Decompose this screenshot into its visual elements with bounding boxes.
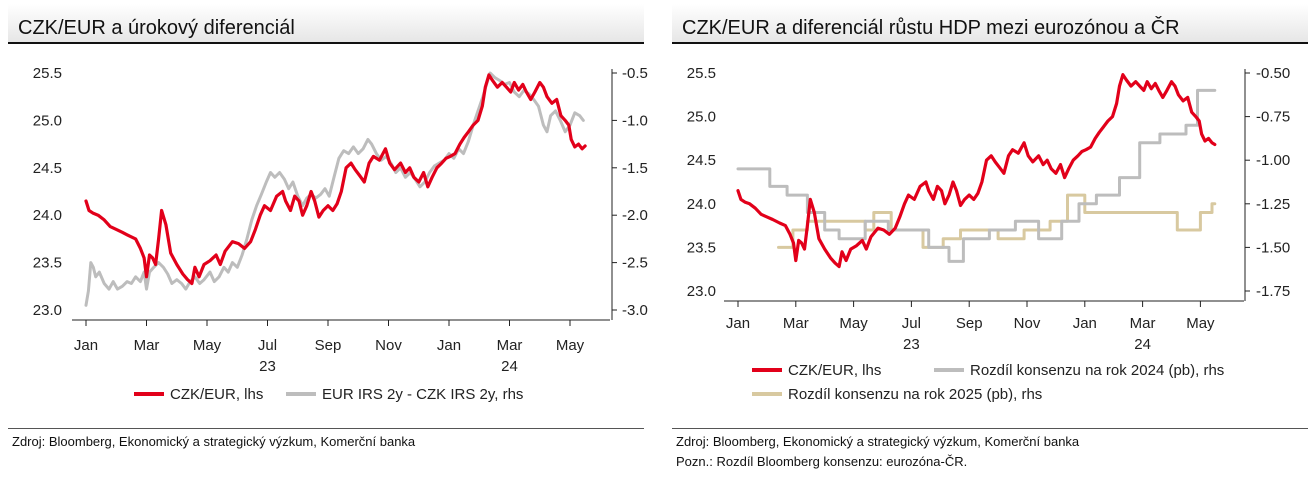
x-tick-label: May [556,337,585,354]
source-note: Zdroj: Bloomberg, Ekonomický a strategic… [12,434,416,449]
x-year-label: 24 [1134,336,1151,353]
y-right-tick-label: -1.0 [622,112,648,129]
x-year-label: 24 [501,358,518,375]
y-right-tick-label: -2.5 [622,255,648,272]
chart-title: CZK/EUR a úrokový diferenciál [18,17,295,39]
y-right-tick-label: -1.5 [622,160,648,177]
y-left-tick-label: 23.0 [687,283,716,300]
y-right-tick-label: -0.5 [622,65,648,82]
y-right-tick-label: -1.50 [1256,239,1290,256]
y-left-tick-label: 25.5 [33,65,62,82]
x-tick-label: Mar [134,337,160,354]
x-tick-label: May [1186,315,1215,332]
x-tick-label: Jan [726,315,750,332]
x-tick-label: Jan [1073,315,1097,332]
y-left-tick-label: 25.0 [33,112,62,129]
footer-divider [8,428,644,429]
y-left-tick-label: 24.0 [687,196,716,213]
chart-panel-right: CZK/EUR a diferenciál růstu HDP mezi eur… [664,0,1316,482]
line-chart: 23.0 23.5 24.0 24.5 25.0 25.5 -1.75 -1.50 -1.25 -… [687,65,1290,403]
y-left-tick-label: 24.5 [33,160,62,177]
source-note: Zdroj: Bloomberg, Ekonomický a strategic… [676,434,1080,449]
series-line [84,73,587,286]
x-tick-label: Mar [783,315,809,332]
legend-label: EUR IRS 2y - CZK IRS 2y, rhs [322,386,523,403]
footer-divider [672,428,1308,429]
series-line [84,71,585,307]
y-left-tick-label: 24.5 [687,152,716,169]
legend-label: CZK/EUR, lhs [788,362,881,379]
x-tick-label: Mar [1130,315,1156,332]
y-left-tick-label: 25.0 [687,109,716,126]
legend-label: CZK/EUR, lhs [170,386,263,403]
x-year-label: 23 [259,358,276,375]
legend-label: Rozdíl konsenzu na rok 2024 (pb), rhs [970,362,1224,379]
chart-title-bar: CZK/EUR a diferenciál růstu HDP mezi eur… [672,4,1308,44]
x-tick-label: May [193,337,222,354]
chart-footnote: Pozn.: Rozdíl Bloomberg konsenzu: eurozó… [676,454,968,469]
x-tick-label: Jan [74,337,98,354]
series-line [736,88,1217,263]
x-tick-label: Jan [437,337,461,354]
chart-title: CZK/EUR a diferenciál růstu HDP mezi eur… [682,17,1180,39]
y-left-tick-label: 24.0 [33,207,62,224]
line-chart: 23.0 23.5 24.0 24.5 25.0 25.5 -3.0 -2.5 -2.0 -1.5… [33,65,648,403]
y-left-tick-label: 23.5 [687,239,716,256]
series-line [736,73,1217,269]
x-tick-label: Sep [315,337,342,354]
y-right-tick-label: -1.75 [1256,283,1290,300]
chart-title-bar: CZK/EUR a úrokový diferenciál [8,4,644,44]
x-tick-label: May [839,315,868,332]
legend-label: Rozdíl konsenzu na rok 2025 (pb), rhs [788,386,1042,403]
y-right-tick-label: -0.50 [1256,65,1290,82]
y-left-tick-label: 25.5 [687,65,716,82]
y-left-tick-label: 23.5 [33,255,62,272]
x-tick-label: Sep [956,315,983,332]
chart-panel-left: CZK/EUR a úrokový diferenciál 23.0 23.5 24… [0,0,652,482]
x-tick-label: Jul [902,315,921,332]
y-right-tick-label: -3.0 [622,302,648,319]
x-year-label: 23 [903,336,920,353]
x-tick-label: Mar [497,337,523,354]
x-tick-label: Nov [375,337,402,354]
y-right-tick-label: -1.25 [1256,196,1290,213]
y-left-tick-label: 23.0 [33,302,62,319]
y-right-tick-label: -1.00 [1256,152,1290,169]
y-right-tick-label: -2.0 [622,207,648,224]
x-tick-label: Jul [258,337,277,354]
y-right-tick-label: -0.75 [1256,109,1290,126]
x-tick-label: Nov [1014,315,1041,332]
